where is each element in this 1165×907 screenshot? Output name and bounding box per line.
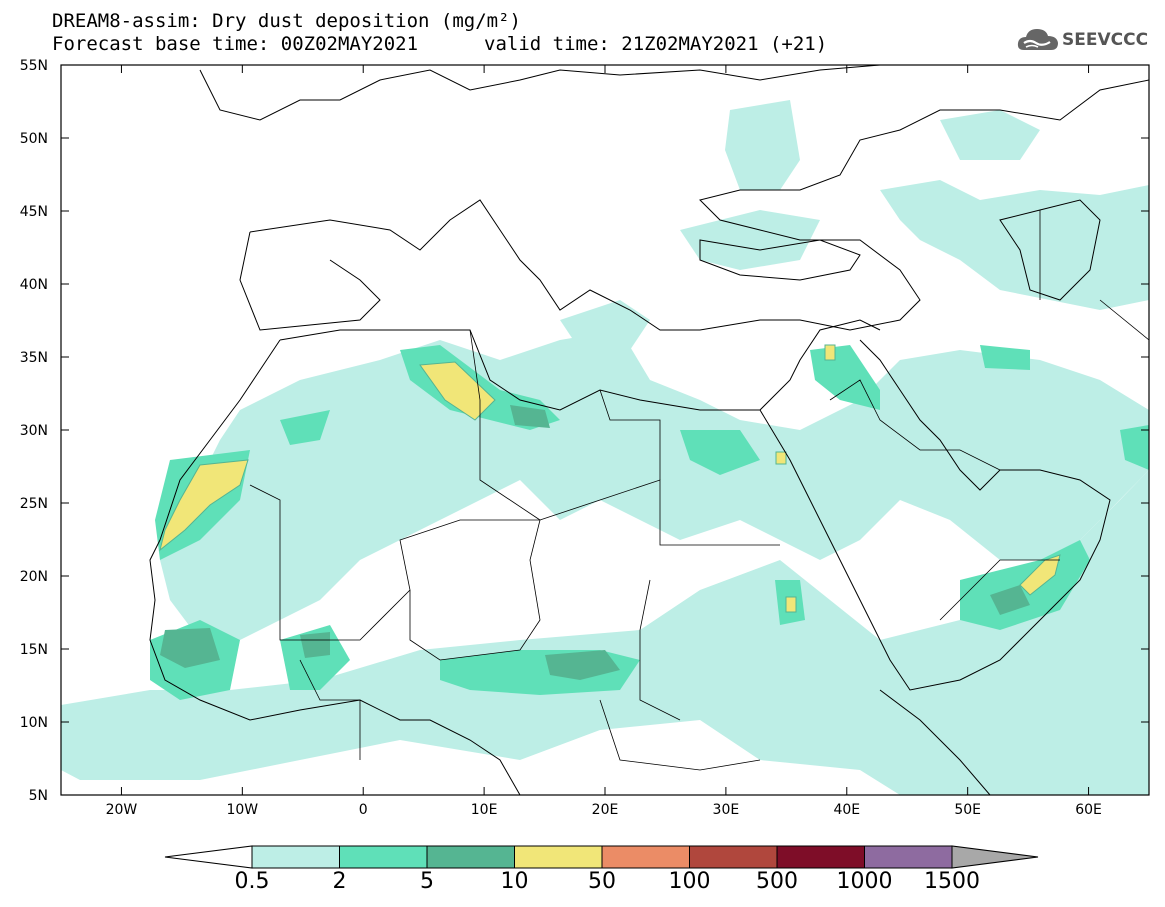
lat-tick-label: 5N — [29, 788, 48, 804]
coastlines — [149, 65, 1149, 795]
lon-tick-label: 40E — [833, 802, 860, 818]
lon-tick-label: 0 — [359, 802, 368, 818]
colorbar-label: 500 — [756, 869, 798, 894]
colorbar-under-triangle — [164, 845, 253, 869]
colorbar-swatch — [776, 845, 865, 869]
colorbar-label: 2 — [332, 869, 347, 894]
lon-tick-label: 20E — [592, 802, 619, 818]
logo-text: SEEVCCC — [1062, 30, 1149, 50]
dust-field — [61, 100, 1149, 795]
country-borders — [249, 210, 1149, 771]
lon-tick-label: 30E — [713, 802, 740, 818]
colorbar-swatch — [864, 845, 953, 869]
cloud-icon — [1017, 29, 1058, 50]
deposition-level-10 — [159, 344, 1061, 613]
lon-tick-label: 10E — [471, 802, 498, 818]
colorbar-over-triangle — [951, 845, 1039, 869]
colorbar-swatch — [601, 845, 690, 869]
deposition-level-5 — [160, 405, 1030, 680]
colorbar-label: 50 — [588, 869, 616, 894]
colorbar-label: 5 — [420, 869, 434, 894]
colorbar-label: 100 — [668, 869, 711, 894]
forecast-base-time: Forecast base time: 00Z02MAY2021 — [52, 33, 419, 55]
deposition-level-0-5 — [61, 100, 1149, 795]
colorbar-label: 10 — [500, 869, 529, 894]
lon-tick-label: 10W — [226, 802, 258, 818]
lon-tick-label: 60E — [1075, 802, 1102, 818]
lat-tick-label: 35N — [20, 350, 48, 366]
map-title: DREAM8-assim: Dry dust deposition (mg/m²… — [52, 10, 521, 32]
colorbar-swatch — [689, 845, 778, 869]
colorbar — [164, 845, 1039, 869]
colorbar-label: 1000 — [836, 869, 893, 894]
lon-tick-label: 20W — [106, 802, 138, 818]
colorbar-label: 1500 — [924, 869, 980, 894]
lat-tick-label: 40N — [20, 277, 48, 293]
colorbar-swatch — [426, 845, 515, 869]
lat-tick-label: 25N — [20, 496, 48, 512]
lat-tick-label: 55N — [20, 58, 48, 74]
colorbar-swatch — [514, 845, 603, 869]
colorbar-swatch — [251, 845, 340, 869]
lat-tick-label: 50N — [20, 131, 48, 147]
lat-tick-label: 45N — [20, 204, 48, 220]
valid-time: valid time: 21Z02MAY2021 (+21) — [484, 33, 828, 55]
lat-tick-label: 10N — [20, 715, 48, 731]
axis-ticks — [61, 64, 1149, 796]
lat-tick-label: 20N — [20, 569, 48, 585]
lat-tick-label: 30N — [20, 423, 48, 439]
lon-tick-label: 50E — [954, 802, 981, 818]
colorbar-label: 0.5 — [234, 869, 270, 894]
lat-tick-label: 15N — [20, 642, 48, 658]
colorbar-swatch — [339, 845, 428, 869]
axis-labels: 20W 10W 0 10E 20E 30E 40E 50E 60E 55N 50N 45N 40N 35N… — [20, 58, 1102, 818]
seevccc-logo: SEEVCCC — [1016, 24, 1156, 60]
